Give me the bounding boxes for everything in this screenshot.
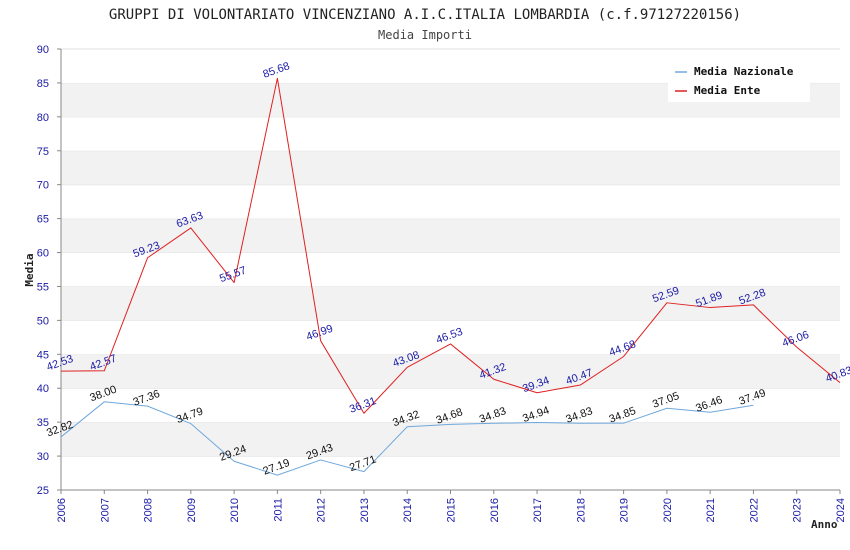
x-tick-label: 2018 <box>575 498 587 522</box>
y-axis-label: Media <box>23 253 36 286</box>
series-lines <box>60 77 841 476</box>
x-tick-label: 2008 <box>143 498 155 522</box>
grid-band <box>61 184 840 219</box>
y-tick-label: 75 <box>37 146 49 158</box>
series-line-nazionale <box>60 401 754 476</box>
y-tick-label: 40 <box>37 383 49 395</box>
grid-band <box>61 388 840 423</box>
y-tick-label: 30 <box>37 451 49 463</box>
y-tick-label: 50 <box>37 315 49 327</box>
grid-band <box>61 218 840 253</box>
grid-band <box>61 150 840 185</box>
legend-box <box>668 60 810 102</box>
x-tick-label: 2021 <box>705 498 717 522</box>
x-tick-label: 2012 <box>316 498 328 522</box>
x-axis-label: Anno <box>811 518 838 531</box>
x-tick-label: 2013 <box>359 498 371 522</box>
y-tick-label: 60 <box>37 248 49 260</box>
grid-band <box>61 252 840 287</box>
x-tick-label: 2016 <box>489 498 501 522</box>
grid-band <box>61 456 840 490</box>
legend-label-ente: Media Ente <box>694 84 761 97</box>
grid-band <box>61 422 840 457</box>
x-tick-label: 2017 <box>532 498 544 522</box>
x-tick-label: 2007 <box>99 498 111 522</box>
legend-label-nazionale: Media Nazionale <box>694 65 794 78</box>
x-tick-label: 2009 <box>186 498 198 522</box>
y-tick-label: 25 <box>37 485 49 497</box>
y-tick-label: 55 <box>37 281 49 293</box>
chart-subtitle: Media Importi <box>378 28 472 42</box>
grid-band <box>61 354 840 389</box>
x-tick-label: 2010 <box>229 498 241 522</box>
x-tick-label: 2015 <box>446 498 458 522</box>
x-ticks: 2006 2007 2008 2009 2010 2011 2012 2013 2014 2015… <box>56 490 847 522</box>
x-tick-label: 2023 <box>792 498 804 522</box>
y-ticks: 25 30 35 40 45 50 55 60 65 70 75 80 85 90 <box>37 44 61 497</box>
x-tick-label: 2024 <box>835 498 847 522</box>
y-tick-label: 45 <box>37 349 49 361</box>
y-tick-label: 35 <box>37 417 49 429</box>
grid-band <box>61 286 840 321</box>
grid-band <box>61 320 840 355</box>
y-tick-label: 90 <box>37 44 49 56</box>
grid-band <box>61 116 840 151</box>
x-tick-label: 2020 <box>662 498 674 522</box>
y-tick-label: 85 <box>37 78 49 90</box>
x-tick-label: 2014 <box>402 498 414 522</box>
x-tick-label: 2019 <box>619 498 631 522</box>
y-tick-label: 80 <box>37 112 49 124</box>
x-tick-label: 2022 <box>748 498 760 522</box>
x-tick-label: 2006 <box>56 498 68 522</box>
series-line-ente <box>60 77 841 414</box>
y-tick-label: 65 <box>37 214 49 226</box>
chart-title: GRUPPI DI VOLONTARIATO VINCENZIANO A.I.C… <box>109 7 741 23</box>
x-tick-label: 2011 <box>272 498 284 522</box>
legend: Media Nazionale Media Ente <box>668 60 810 102</box>
y-tick-label: 70 <box>37 180 49 192</box>
